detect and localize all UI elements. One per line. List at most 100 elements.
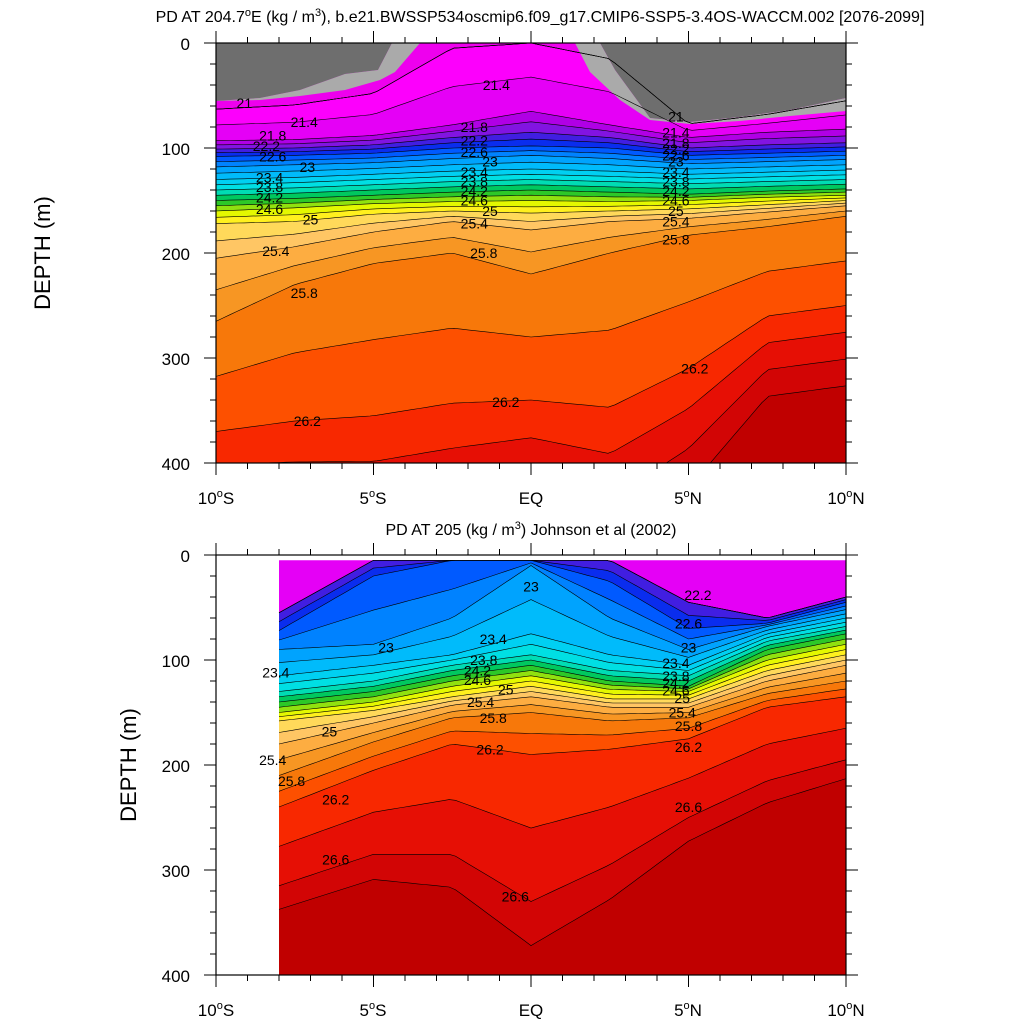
panel-obs-contour-label-4: 23 bbox=[681, 639, 697, 655]
panel-obs-xtick-10n: 10oN bbox=[827, 1000, 864, 1020]
panel-model-contour-label-14: 21.4 bbox=[483, 77, 510, 93]
panel-model-contour-label-36: 24.6 bbox=[662, 193, 689, 209]
panel-obs-contour-label-8: 23.8 bbox=[470, 652, 497, 668]
panel-model-contour-22.2 bbox=[216, 131, 846, 150]
panel-model-ytick-0: 0 bbox=[181, 35, 190, 54]
panel-obs-ytick-0: 0 bbox=[181, 547, 190, 566]
panel-obs-contour-label-20: 25.8 bbox=[480, 710, 507, 726]
panel-obs-contour-label-22: 25.8 bbox=[278, 773, 305, 789]
panel-obs-contour-label-26: 26.6 bbox=[675, 799, 702, 815]
panel-model-contour-label-23: 25 bbox=[482, 203, 498, 219]
panel-obs-contour-label-18: 25.4 bbox=[669, 705, 696, 721]
panel-model-contour-label-31: 22.6 bbox=[662, 147, 689, 163]
panel-model-contour-25.8 bbox=[216, 216, 846, 322]
panel-model-ytick-100: 100 bbox=[162, 140, 190, 159]
panel-obs-band-26.8 bbox=[279, 778, 846, 975]
panel-obs-axes bbox=[204, 543, 858, 987]
panel-obs-contour-label-15: 25 bbox=[674, 690, 690, 706]
panel-obs-ylabel: DEPTH (m) bbox=[116, 708, 141, 822]
panel-model-contour-24.8 bbox=[216, 197, 846, 218]
panel-model-contour-label-2: 21.8 bbox=[259, 127, 286, 143]
panel-model-contour-26.2 bbox=[216, 305, 846, 432]
panel-model-contour-labels: 2121.421.822.222.62323.423.824.224.62525… bbox=[237, 77, 709, 429]
panel-model-contour-25.0 bbox=[216, 200, 846, 224]
panel-model-contour-label-38: 25.4 bbox=[662, 214, 689, 230]
panel-obs-contour-label-3: 23 bbox=[378, 639, 394, 655]
panel-model-contour-label-16: 22.2 bbox=[461, 133, 488, 149]
panel-model-contour-24.0 bbox=[216, 183, 846, 196]
panel-model-contour-lines bbox=[216, 43, 846, 463]
panel-model-band-26.4 bbox=[216, 332, 846, 463]
panel-obs-contour-22.6 bbox=[278, 560, 846, 631]
panel-obs-contour-label-25: 26.2 bbox=[322, 792, 349, 808]
panel-obs-ytick-200: 200 bbox=[162, 757, 190, 776]
panel-obs-contour-label-13: 24.6 bbox=[662, 682, 689, 698]
panel-obs-contour-26.4 bbox=[278, 727, 846, 847]
panel-obs-contour-23.6 bbox=[278, 621, 846, 684]
panel-obs-contour-24.2 bbox=[278, 633, 846, 703]
panel-obs-contour-26.0 bbox=[278, 688, 846, 792]
panel-obs-contour-26.2 bbox=[278, 696, 846, 808]
panel-model-contour-24.6 bbox=[216, 195, 846, 212]
panel-model-contour-22.4 bbox=[216, 138, 846, 153]
panel-obs-xtick-eq: EQ bbox=[519, 1001, 544, 1020]
panel-model-xtick-eq: EQ bbox=[519, 489, 544, 508]
panel-obs-ytick-400: 400 bbox=[162, 967, 190, 986]
panel-obs-contour-22.2 bbox=[278, 560, 846, 618]
panel-obs-contour-label-14: 25 bbox=[498, 681, 514, 697]
panel-model-xtick-10n: 10oN bbox=[827, 488, 864, 508]
panel-model-plot-area: 2121.421.822.222.62323.423.824.224.62525… bbox=[216, 43, 846, 463]
panel-model-contour-23.4 bbox=[216, 168, 846, 180]
panel-obs-contour-label-6: 23.4 bbox=[262, 665, 289, 681]
panel-model-contour-label-4: 22.6 bbox=[259, 148, 286, 164]
panel-obs-contour-24.4 bbox=[278, 638, 846, 708]
panel-obs-contour-label-24: 26.2 bbox=[675, 739, 702, 755]
panel-model-contour-label-33: 23.4 bbox=[662, 164, 689, 180]
panel-model-contour-26.8 bbox=[709, 385, 846, 463]
panel-model-land-dark bbox=[216, 43, 846, 122]
panel-model-contour-label-17: 22.6 bbox=[461, 144, 488, 160]
panel-model-contour-26.6 bbox=[665, 358, 846, 463]
panel-model-contour-fill bbox=[216, 43, 846, 463]
panel-model-contour-label-26: 26.2 bbox=[492, 394, 519, 410]
panel-obs-contour-label-27: 26.6 bbox=[322, 852, 349, 868]
panel-obs-contour-fill bbox=[279, 560, 846, 975]
panel-obs-contour-label-19: 25.4 bbox=[259, 752, 286, 768]
panel-model-contour-label-11: 25.4 bbox=[262, 243, 289, 259]
panel-model-contour-label-8: 24.2 bbox=[256, 189, 283, 205]
panel-model-contour-label-19: 23.4 bbox=[461, 164, 488, 180]
panel-model: PD AT 204.7oE (kg / m3), b.e21.BWSSP534o… bbox=[30, 7, 925, 508]
panel-model-contour-label-28: 21.4 bbox=[662, 124, 689, 140]
panel-model-title: PD AT 204.7oE (kg / m3), b.e21.BWSSP534o… bbox=[156, 7, 925, 26]
panel-obs-contour-label-12: 24.6 bbox=[464, 672, 491, 688]
panel-model-contour-22.8 bbox=[216, 150, 846, 162]
panel-model-contour-label-18: 23 bbox=[482, 154, 498, 170]
panel-model-contour-23.6 bbox=[216, 173, 846, 186]
panel-model-contour-21.6 bbox=[216, 76, 846, 131]
panel-model-contour-label-24: 25.4 bbox=[461, 216, 488, 232]
panel-obs-contour-25.2 bbox=[278, 659, 846, 733]
panel-model-contour-label-7: 23.8 bbox=[256, 179, 283, 195]
panel-obs-xtick-5s: 5oS bbox=[360, 1000, 387, 1020]
panel-model-contour-23.8 bbox=[216, 179, 846, 191]
panel-obs-contour-lines bbox=[278, 560, 846, 946]
panel-model-contour-label-27: 21 bbox=[668, 109, 684, 125]
panel-obs-contour-23.4 bbox=[278, 617, 846, 677]
panel-model-contour-25.2 bbox=[216, 202, 846, 242]
panel-obs-contour-23.8 bbox=[278, 626, 846, 692]
panel-obs-ytick-300: 300 bbox=[162, 862, 190, 881]
panel-model-contour-label-34: 23.8 bbox=[662, 174, 689, 190]
panel-obs-contour-label-5: 23.4 bbox=[480, 631, 507, 647]
panel-obs-contour-label-23: 26.2 bbox=[476, 741, 503, 757]
panel-obs-contour-label-2: 23 bbox=[523, 579, 539, 595]
panel-obs: PD AT 205 (kg / m3) Johnson et al (2002)… bbox=[116, 520, 865, 1020]
panel-model-contour-label-13: 26.2 bbox=[294, 413, 321, 429]
panel-model-ylabel: DEPTH (m) bbox=[30, 196, 55, 310]
panel-obs-contour-label-10: 24.2 bbox=[464, 663, 491, 679]
panel-obs-contour-24.6 bbox=[278, 644, 846, 713]
panel-model-contour-label-22: 24.6 bbox=[461, 193, 488, 209]
panel-obs-contour-label-0: 22.2 bbox=[684, 587, 711, 603]
